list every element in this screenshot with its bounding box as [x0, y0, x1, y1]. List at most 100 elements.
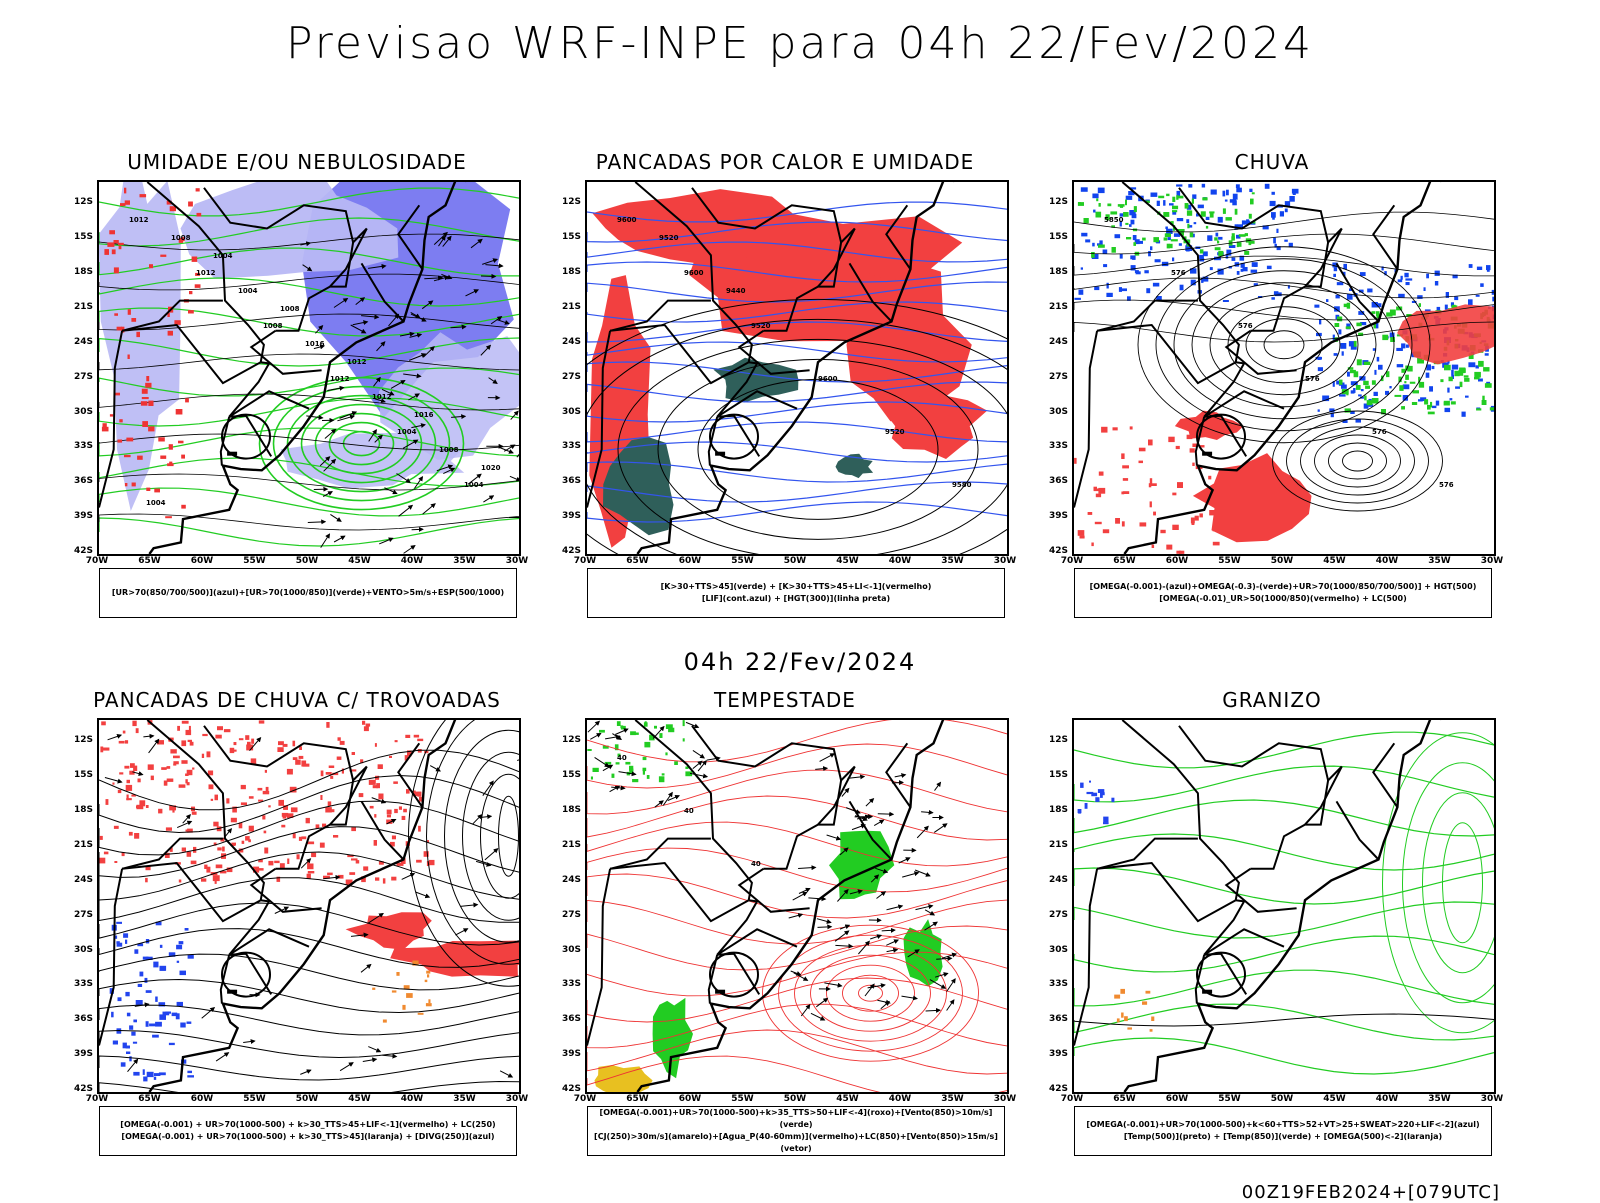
lat-tick-label: 15S	[1032, 770, 1068, 780]
omega500-orange-area	[1146, 991, 1151, 994]
wind850-vector	[835, 931, 849, 941]
omega-blue-area	[1223, 191, 1226, 197]
thunderstorm-red-area	[164, 781, 168, 786]
contour-value-label: 9600	[617, 216, 637, 224]
rain-red-area	[1152, 545, 1155, 548]
divergence-blue-area	[118, 997, 122, 1001]
omega-blue-area	[1202, 184, 1205, 188]
political-border	[1097, 325, 1236, 383]
omega-blue-area	[1398, 279, 1403, 282]
omega-blue-area	[1206, 217, 1210, 220]
divergence-blue-area	[155, 997, 158, 1002]
omega-blue-area	[1326, 299, 1328, 302]
thickness-label-marker	[142, 397, 149, 399]
omega-blue-area	[1103, 264, 1107, 267]
divergence-blue-area	[163, 1012, 170, 1016]
omega-blue-area	[1107, 283, 1109, 289]
rain-red-area	[1168, 437, 1174, 442]
thunderstorm-red-area	[418, 826, 421, 832]
panel-legend: [K>30+TTS>45](verde) + [K>30+TTS>45+LI<-…	[587, 568, 1005, 618]
lon-tick-label: 55W	[723, 1094, 763, 1104]
political-border	[587, 869, 610, 1046]
omega-green-area	[1142, 238, 1146, 241]
divergence-blue-area	[188, 955, 194, 959]
political-border	[1337, 801, 1379, 859]
divergence-blue-area	[187, 1071, 192, 1073]
omega-blue-area	[1334, 267, 1337, 271]
thunderstorm-red-area	[359, 793, 364, 797]
streamline-arrow	[460, 905, 477, 907]
thickness-label-marker	[146, 488, 150, 491]
lon-tick-label: 50W	[1262, 1094, 1302, 1104]
omega-blue-area	[1225, 200, 1228, 202]
rain-red-area	[1176, 551, 1181, 554]
rain-red-area	[1187, 435, 1193, 439]
thunderstorm-red-area	[201, 878, 206, 881]
streamline-250	[99, 1082, 519, 1093]
divergence-blue-area	[176, 945, 182, 950]
omega-green-area	[1372, 380, 1376, 385]
thickness-label-marker	[192, 257, 198, 262]
thunderstorm-red-area	[187, 852, 192, 857]
divergence-blue-area	[111, 1012, 114, 1018]
omega-green-area	[1490, 407, 1494, 410]
lon-tick-label: 40W	[880, 556, 920, 566]
thickness-label-marker	[189, 291, 192, 294]
omega-blue-area	[1397, 364, 1404, 367]
thunderstorm-red-area	[320, 795, 322, 800]
omega-green-area	[1356, 385, 1361, 390]
omega-blue-area	[1207, 235, 1212, 241]
thunderstorm-red-area	[264, 831, 267, 834]
streamline-arrow	[300, 1070, 311, 1074]
omega-blue-area	[1210, 267, 1213, 270]
lat-tick-label: 36S	[1032, 476, 1068, 486]
thickness-label-marker	[119, 246, 122, 250]
lat-tick-label: 27S	[1032, 910, 1068, 920]
rain-red-area	[1190, 448, 1195, 452]
wind850-vector	[590, 734, 600, 740]
omega-green-area	[1364, 362, 1371, 365]
wind850-green-area	[625, 762, 630, 765]
divergence-blue-area	[113, 1041, 118, 1045]
thunderstorm-red-area	[327, 873, 333, 876]
thunderstorm-red-area	[346, 912, 432, 950]
omega-blue-area	[1177, 218, 1183, 221]
wind850-vector	[815, 768, 827, 769]
wind850-vector	[926, 1010, 940, 1011]
thickness-label-marker	[185, 398, 189, 402]
wind850-vector	[934, 824, 947, 833]
thickness-label-marker	[110, 414, 113, 416]
wind850-vector	[693, 750, 704, 758]
wind850-green-area	[662, 773, 665, 775]
panel-title: CHUVA	[1032, 150, 1512, 174]
divergence-blue-area	[143, 1069, 145, 1075]
thunderstorm-red-area	[338, 737, 341, 741]
thickness-label-marker	[176, 409, 183, 415]
omega-blue-area	[1131, 220, 1135, 225]
thickness-label-marker	[181, 505, 186, 509]
omega-blue-area	[1241, 269, 1244, 272]
omega-green-area	[1123, 212, 1129, 217]
thunderstorm-red-area	[389, 756, 392, 758]
thunderstorm-red-area	[179, 784, 186, 787]
omega-blue-area	[1163, 200, 1165, 206]
precipitable-water-contour	[587, 1030, 1007, 1074]
thunderstorm-orange-area	[426, 1003, 432, 1006]
wind-vector	[510, 476, 519, 480]
thunderstorm-red-area	[106, 799, 109, 805]
wind850-green-area	[659, 776, 665, 782]
rain-red-area	[1101, 427, 1107, 433]
omega-green-area	[1215, 247, 1221, 250]
omega-green-area	[1171, 239, 1178, 241]
thunderstorm-red-area	[136, 806, 143, 808]
omega-green-area	[1223, 208, 1226, 214]
divergence-blue-area	[133, 1020, 137, 1023]
streamline-250	[445, 730, 520, 942]
thickness-label-marker	[124, 188, 126, 194]
wind850-vector	[874, 820, 883, 826]
omega-blue-area	[1275, 292, 1282, 296]
lagoon-marker	[715, 452, 725, 456]
thunderstorm-red-area	[325, 807, 332, 812]
rain-red-area	[1103, 529, 1109, 533]
